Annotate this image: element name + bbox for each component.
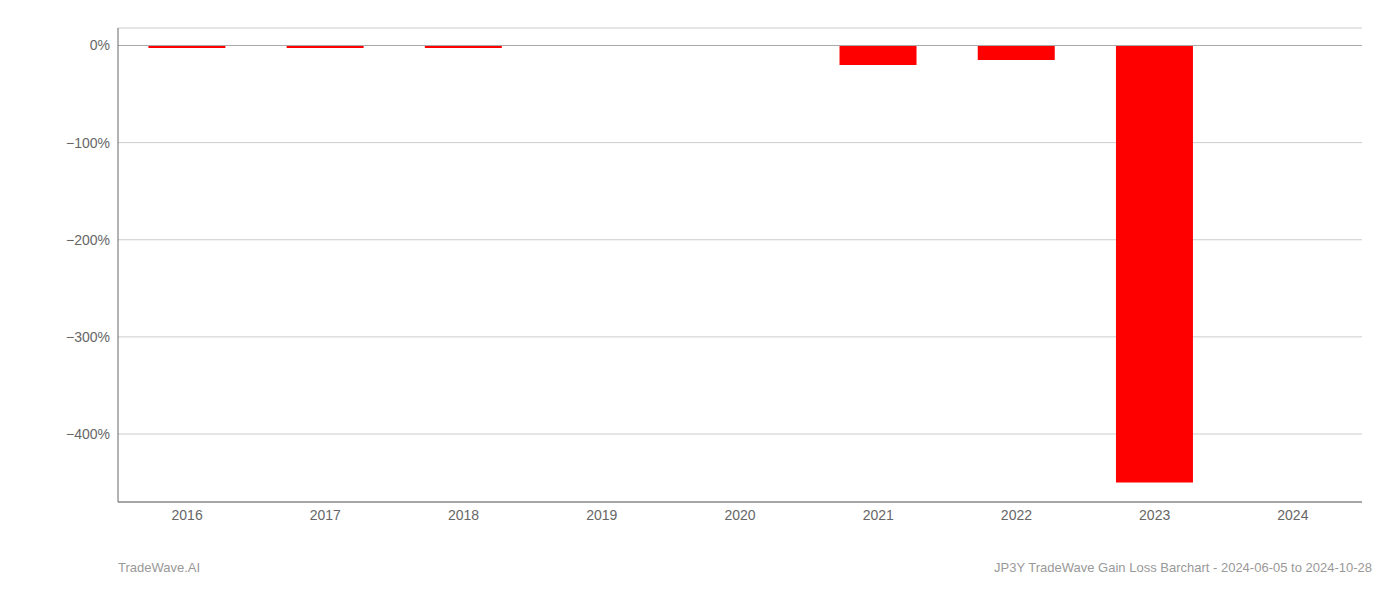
svg-text:2020: 2020 — [724, 507, 755, 523]
svg-text:−400%: −400% — [66, 426, 110, 442]
svg-text:2017: 2017 — [310, 507, 341, 523]
svg-text:2018: 2018 — [448, 507, 479, 523]
html-text:TradeWave.AI: TradeWave.AI — [118, 560, 201, 575]
svg-text:2021: 2021 — [863, 507, 894, 523]
svg-text:2022: 2022 — [1001, 507, 1032, 523]
html-text:JP3Y TradeWave Gain Loss Barch: JP3Y TradeWave Gain Loss Barchart - 2024… — [994, 560, 1372, 575]
svg-text:0%: 0% — [90, 37, 110, 53]
svg-text:−200%: −200% — [66, 232, 110, 248]
svg-text:2019: 2019 — [586, 507, 617, 523]
svg-text:2024: 2024 — [1277, 507, 1308, 523]
svg-text:2023: 2023 — [1139, 507, 1170, 523]
svg-text:−300%: −300% — [66, 329, 110, 345]
svg-text:2016: 2016 — [172, 507, 203, 523]
svg-text:−100%: −100% — [66, 135, 110, 151]
